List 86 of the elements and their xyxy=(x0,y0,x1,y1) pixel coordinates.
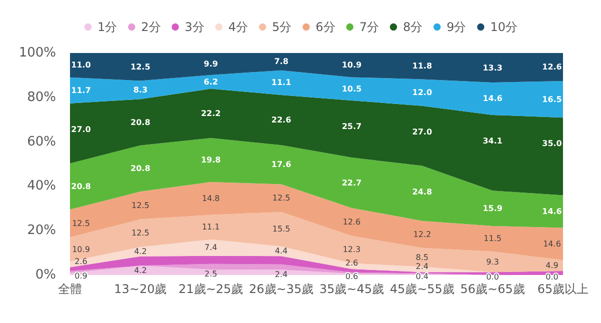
data-label: 7.4 xyxy=(204,243,218,252)
data-label: 10.5 xyxy=(342,84,362,94)
y-tick-label: 0% xyxy=(35,268,56,282)
data-label: 10.9 xyxy=(72,244,90,254)
data-label: 20.8 xyxy=(130,164,151,173)
data-label: 9.3 xyxy=(486,257,499,266)
data-label: 12.5 xyxy=(272,194,290,203)
data-label: 24.8 xyxy=(412,187,432,196)
legend-label: 1分 xyxy=(98,20,118,34)
x-tick-label: 56歲~65歲 xyxy=(460,282,525,296)
data-label: 4.2 xyxy=(134,247,147,256)
data-label: 2.4 xyxy=(416,262,429,271)
data-label: 4.4 xyxy=(274,246,288,256)
y-tick-label: 80% xyxy=(27,90,56,105)
legend-label: 4分 xyxy=(228,20,248,34)
x-tick-label: 45歲~55歲 xyxy=(390,282,454,296)
data-label: 9.9 xyxy=(204,59,218,68)
data-label: 12.2 xyxy=(413,230,432,239)
data-label: 35.0 xyxy=(542,139,562,148)
data-label: 12.0 xyxy=(412,88,432,98)
data-label: 8.5 xyxy=(416,252,429,262)
data-label: 14.6 xyxy=(542,207,562,216)
data-label: 15.9 xyxy=(482,204,503,213)
data-label: 11.5 xyxy=(484,234,502,244)
data-label: 27.0 xyxy=(412,127,432,136)
x-tick-label: 35歲~45歲 xyxy=(319,282,384,296)
y-tick-label: 20% xyxy=(27,223,56,238)
data-label: 34.1 xyxy=(482,136,503,146)
data-label: 19.8 xyxy=(200,156,222,165)
data-label: 0.4 xyxy=(416,272,429,282)
legend-label: 7分 xyxy=(359,20,379,34)
data-label: 6.2 xyxy=(204,77,218,86)
data-label: 11.1 xyxy=(271,78,292,88)
legend-label: 5分 xyxy=(272,20,292,34)
x-tick-label: 21歲~25歲 xyxy=(178,282,244,296)
y-tick-label: 40% xyxy=(27,178,56,194)
legend-label: 8分 xyxy=(402,20,423,34)
data-label: 2.5 xyxy=(204,270,218,279)
data-label: 7.8 xyxy=(274,57,289,66)
data-label: 12.5 xyxy=(132,200,150,210)
data-label: 0.9 xyxy=(74,272,88,280)
legend-label: 6分 xyxy=(316,20,336,34)
data-label: 2.6 xyxy=(345,258,358,268)
data-label: 12.5 xyxy=(132,228,150,238)
data-label: 14.6 xyxy=(543,239,561,248)
data-label: 12.5 xyxy=(130,62,151,72)
legend-label: 2分 xyxy=(141,20,161,34)
x-tick-label: 65歲以上 xyxy=(537,282,589,296)
legend-label: 9分 xyxy=(446,20,466,34)
data-label: 16.5 xyxy=(542,94,562,104)
data-label: 22.7 xyxy=(342,178,362,188)
data-label: 25.7 xyxy=(342,122,362,132)
data-label: 0.0 xyxy=(486,272,499,282)
data-label: 20.8 xyxy=(71,182,92,191)
data-label: 12.6 xyxy=(342,217,361,226)
data-label: 15.5 xyxy=(272,224,290,234)
data-label: 12.6 xyxy=(542,62,562,72)
legend-label: 10分 xyxy=(490,20,518,34)
data-label: 8.3 xyxy=(133,85,148,94)
data-label: 20.8 xyxy=(130,118,151,127)
data-label: 22.6 xyxy=(271,116,292,125)
y-tick-label: 100% xyxy=(18,46,56,60)
data-label: 11.7 xyxy=(71,86,91,95)
data-label: 22.2 xyxy=(200,108,221,118)
x-tick-label: 13~20歲 xyxy=(114,282,167,296)
legend-label: 3分 xyxy=(184,20,204,34)
data-label: 12.5 xyxy=(72,218,90,228)
data-label: 2.4 xyxy=(274,270,288,279)
data-label: 14.6 xyxy=(482,94,503,104)
data-label: 10.9 xyxy=(342,60,362,70)
data-label: 11.8 xyxy=(412,62,432,71)
data-label: 0.6 xyxy=(345,272,358,281)
data-label: 11.0 xyxy=(71,60,92,70)
data-label: 17.6 xyxy=(271,160,292,170)
data-label: 12.3 xyxy=(342,245,361,254)
data-label: 27.0 xyxy=(71,124,92,134)
y-tick-label: 60% xyxy=(27,134,56,150)
data-label: 14.8 xyxy=(202,194,220,203)
data-label: 13.3 xyxy=(482,63,502,72)
data-label: 4.9 xyxy=(546,261,558,270)
data-label: 2.6 xyxy=(74,256,88,266)
x-tick-label: 26歲~35歲 xyxy=(248,282,314,296)
data-label: 11.1 xyxy=(202,222,220,232)
x-tick-label: 全體 xyxy=(58,282,82,296)
data-label: 4.2 xyxy=(134,266,147,275)
data-label: 0.0 xyxy=(546,272,558,282)
